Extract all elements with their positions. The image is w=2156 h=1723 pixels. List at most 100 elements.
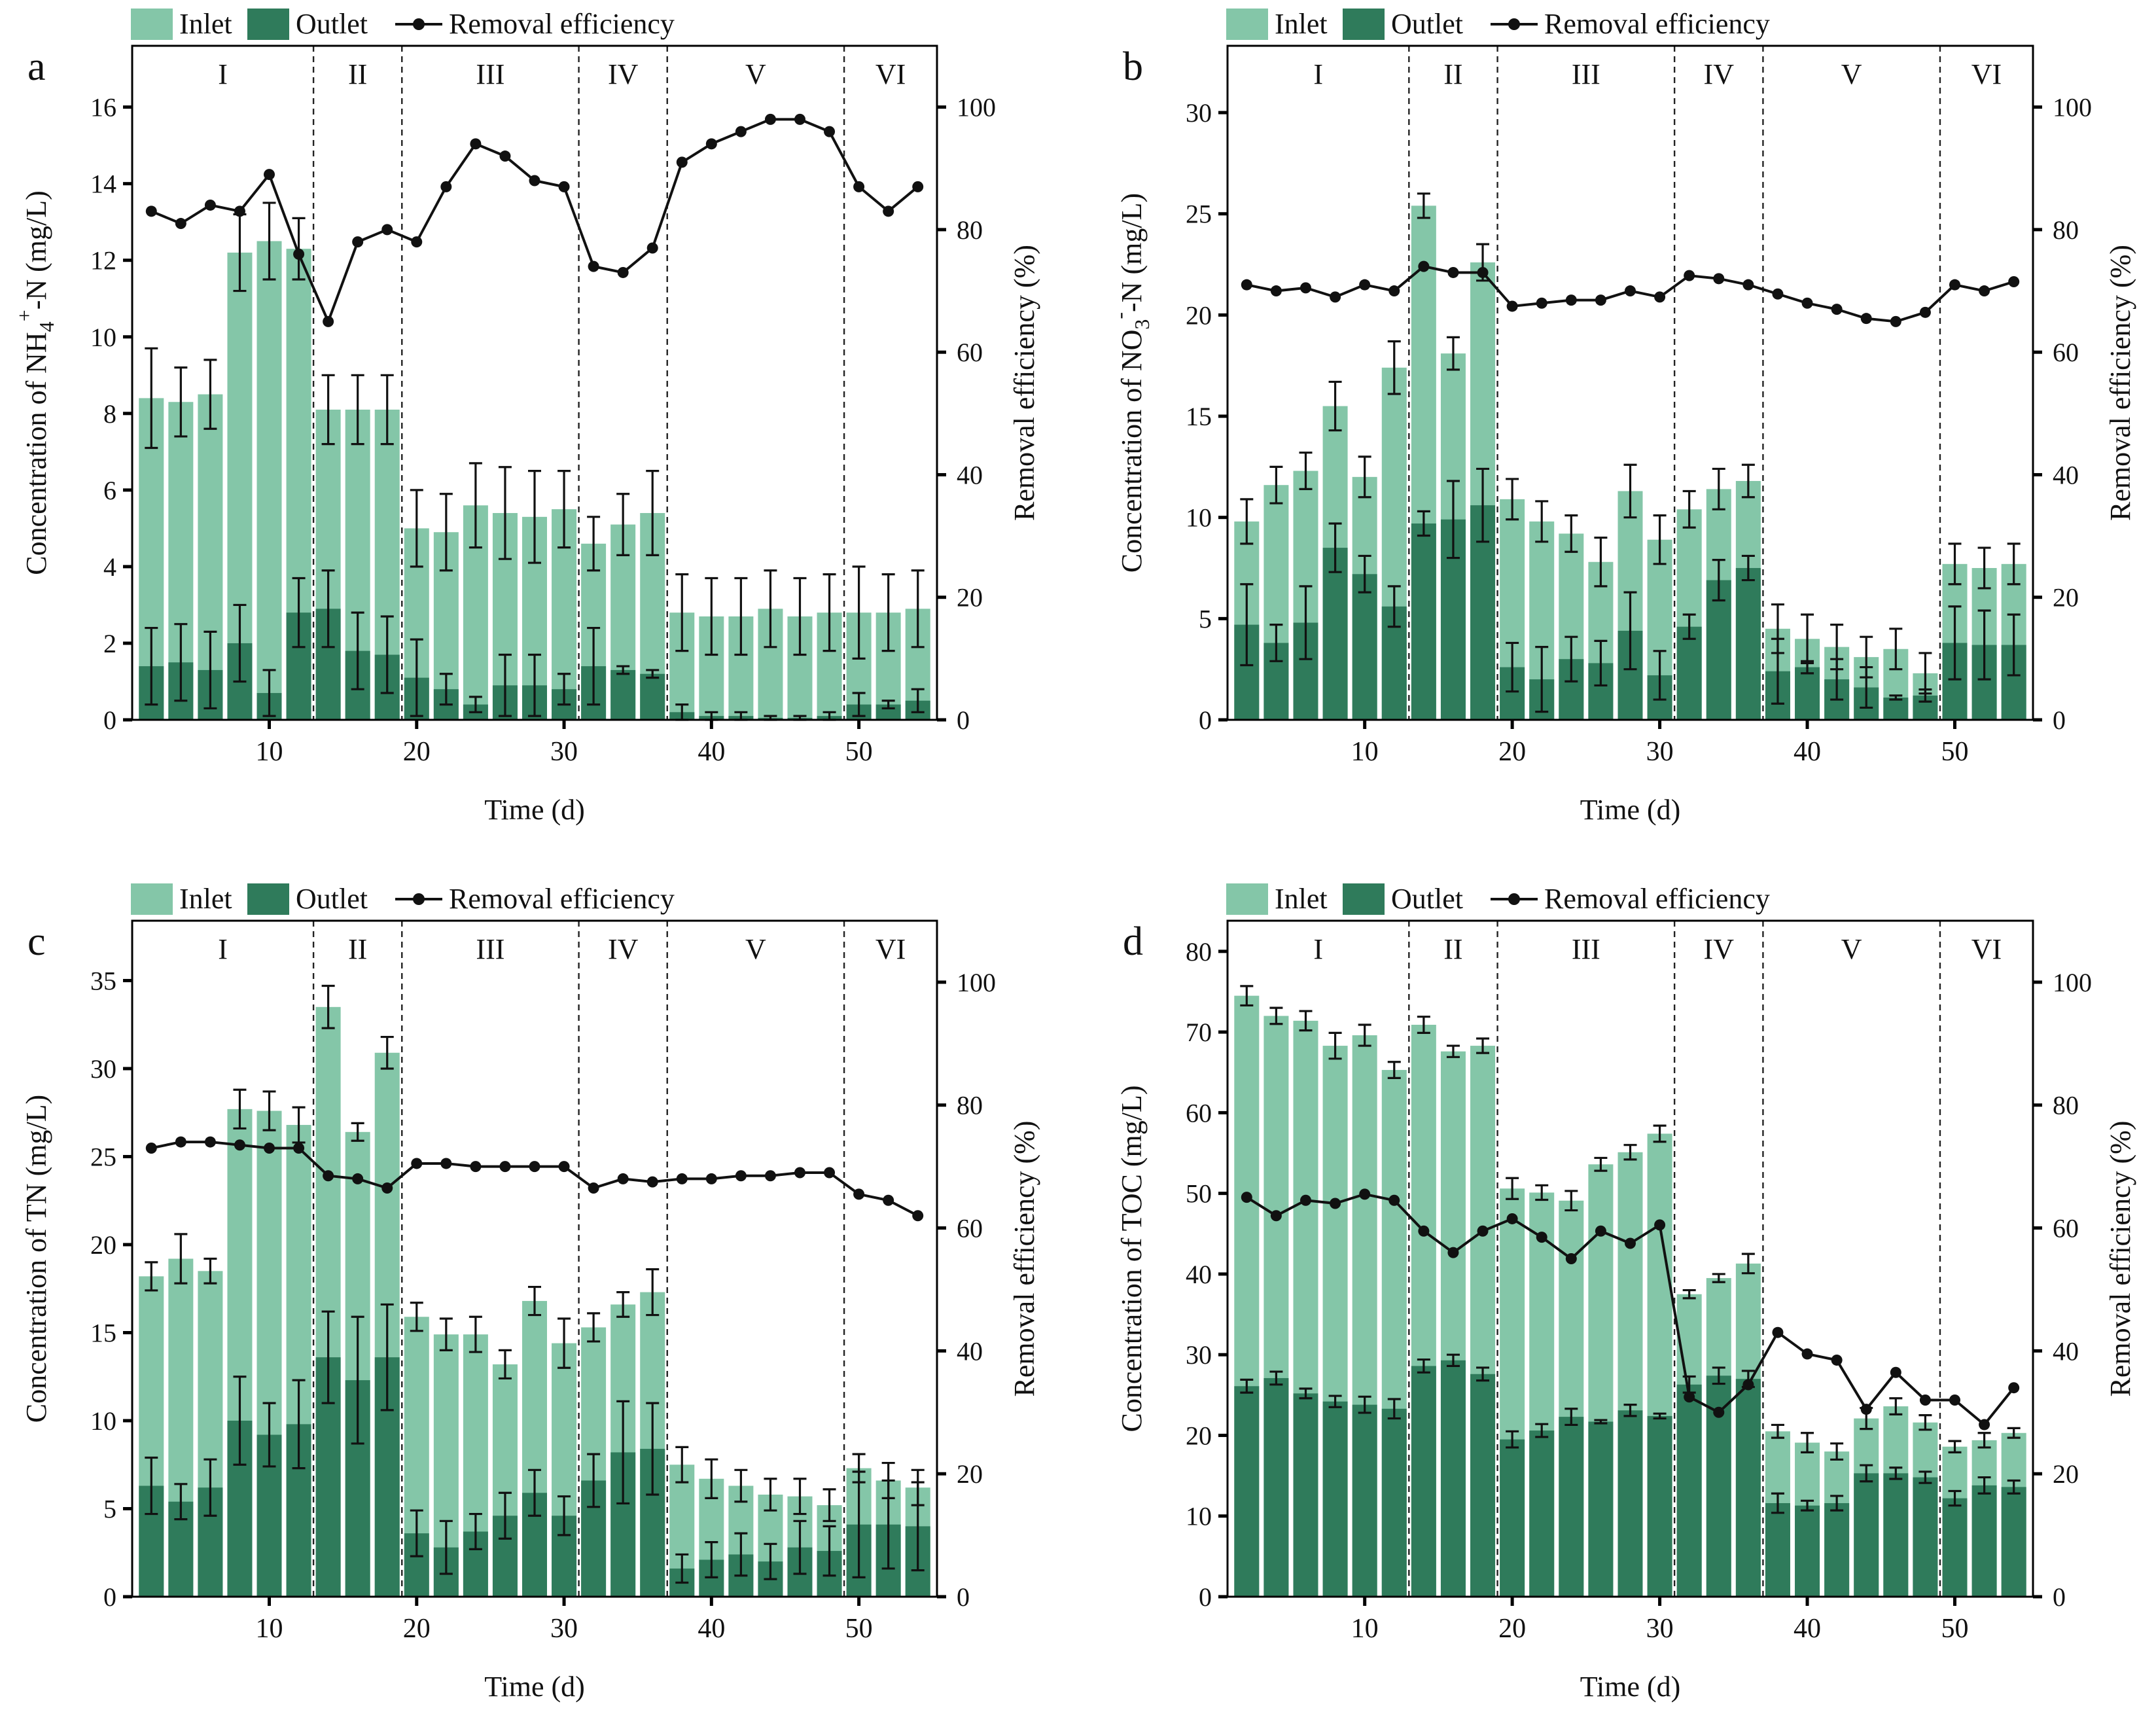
x-tick-label: 40 — [1794, 737, 1821, 767]
removal-efficiency-point — [646, 1176, 658, 1188]
inlet-error-bar — [468, 462, 482, 549]
inlet-error-bar — [911, 569, 925, 648]
plot-frame — [131, 919, 938, 1598]
inlet-error-bar — [1977, 1432, 1991, 1449]
outlet-bar — [1735, 1379, 1761, 1597]
removal-efficiency-point — [705, 138, 717, 150]
y2-tick-label: 100 — [957, 968, 996, 997]
panel-d: I II III IV V VI01020304050607080020406080100… — [1116, 883, 2136, 1703]
inlet-error-bar — [557, 1317, 571, 1369]
y-tick-label: 35 — [90, 966, 116, 995]
removal-efficiency-point — [264, 1142, 275, 1154]
y-tick-label: 0 — [103, 705, 116, 735]
inlet-error-bar — [2007, 1427, 2021, 1439]
outlet-error-bar — [1918, 688, 1932, 703]
outlet-error-bar — [1860, 666, 1873, 709]
inlet-error-bar — [1269, 465, 1283, 505]
outlet-error-bar — [1594, 639, 1608, 687]
inlet-error-bar — [145, 1261, 158, 1292]
stage-label: II — [348, 933, 367, 965]
removal-efficiency-point — [1654, 1219, 1666, 1231]
y2-tick-label: 0 — [957, 1582, 970, 1612]
inlet-error-bar — [439, 493, 453, 572]
removal-efficiency-point — [1506, 1213, 1518, 1224]
outlet-bar — [1971, 1485, 1997, 1597]
outlet-bar — [1883, 1473, 1909, 1597]
legend-removal-marker — [1508, 893, 1520, 905]
legend-inlet-swatch — [131, 883, 173, 915]
removal-efficiency-point — [1742, 279, 1754, 291]
outlet-error-bar — [351, 1315, 364, 1445]
removal-efficiency-point — [1330, 1198, 1341, 1209]
removal-efficiency-point — [764, 113, 776, 125]
y-tick-label: 0 — [1199, 1582, 1212, 1612]
removal-efficiency-point — [1595, 294, 1606, 306]
stage-label: V — [1841, 933, 1862, 965]
removal-efficiency-point — [1801, 297, 1813, 309]
y-axis-label: Concentration of NH4+-N (mg/L) — [12, 190, 58, 575]
inlet-error-bar — [498, 466, 512, 560]
inlet-error-bar — [351, 1122, 364, 1142]
x-tick-label: 10 — [256, 1614, 283, 1644]
y-axis-label-subscript: 3 — [1130, 319, 1154, 330]
y-tick-label: 8 — [103, 399, 116, 429]
x-tick-label: 20 — [403, 1614, 431, 1644]
y-axis-label-superscript: - — [1108, 312, 1131, 319]
outlet-error-bar — [174, 623, 188, 702]
stage-label: II — [1443, 933, 1462, 965]
inlet-error-bar — [1623, 1144, 1637, 1161]
legend-removal-marker — [1508, 18, 1520, 30]
stage-label: VI — [875, 58, 906, 90]
outlet-error-bar — [675, 1553, 689, 1584]
x-tick-label: 20 — [1498, 1614, 1526, 1644]
outlet-error-bar — [233, 603, 247, 683]
outlet-bar — [1883, 697, 1909, 720]
outlet-error-bar — [587, 626, 601, 706]
removal-efficiency-point — [1506, 300, 1518, 312]
x-axis-label: Time (d) — [484, 1671, 585, 1703]
inlet-error-bar — [1506, 1177, 1519, 1200]
y2-tick-label: 40 — [957, 460, 983, 489]
outlet-error-bar — [528, 1468, 541, 1517]
outlet-error-bar — [528, 653, 541, 717]
plot-frame — [1226, 44, 2034, 721]
removal-efficiency-point — [1919, 1394, 1931, 1406]
legend-outlet-swatch — [1343, 883, 1385, 915]
outlet-error-bar — [1623, 1404, 1637, 1417]
outlet-error-bar — [1653, 650, 1667, 701]
outlet-error-bar — [1299, 585, 1313, 660]
removal-efficiency-point — [204, 1136, 216, 1148]
inlet-error-bar — [793, 577, 807, 656]
removal-efficiency-point — [234, 205, 245, 217]
removal-efficiency-point — [1477, 1225, 1489, 1237]
y-axis-label: Concentration of NO3--N (mg/L) — [1108, 193, 1154, 573]
outlet-bar — [1824, 1503, 1850, 1597]
x-axis-label: Time (d) — [484, 794, 585, 826]
inlet-error-bar — [616, 493, 630, 556]
outlet-error-bar — [1564, 1408, 1578, 1427]
y2-axis-label: Removal efficiency (%) — [1008, 245, 1040, 521]
removal-efficiency-point — [1270, 285, 1282, 297]
removal-efficiency-point — [1447, 1247, 1459, 1258]
outlet-bar — [1264, 1377, 1289, 1597]
outlet-error-bar — [1417, 510, 1430, 537]
inlet-error-bar — [1653, 514, 1667, 565]
outlet-error-bar — [1771, 637, 1784, 705]
x-tick-label: 10 — [1351, 1614, 1379, 1644]
outlet-bar — [1942, 1498, 1968, 1597]
inlet-error-bar — [1328, 380, 1342, 432]
legend-inlet-swatch — [1226, 883, 1268, 915]
outlet-error-bar — [587, 1453, 601, 1508]
removal-efficiency-point — [853, 1188, 865, 1200]
inlet-error-bar — [1417, 192, 1430, 219]
inlet-error-bar — [321, 984, 335, 1029]
y2-tick-label: 60 — [2053, 1214, 2079, 1243]
outlet-error-bar — [1506, 1430, 1519, 1449]
legend-removal-label: Removal efficiency — [449, 8, 675, 40]
removal-efficiency-point — [912, 1210, 924, 1222]
stage-label: I — [218, 58, 228, 90]
inlet-error-bar — [1889, 1397, 1903, 1416]
y-tick-label: 20 — [90, 1230, 116, 1260]
inlet-error-bar — [852, 565, 866, 660]
